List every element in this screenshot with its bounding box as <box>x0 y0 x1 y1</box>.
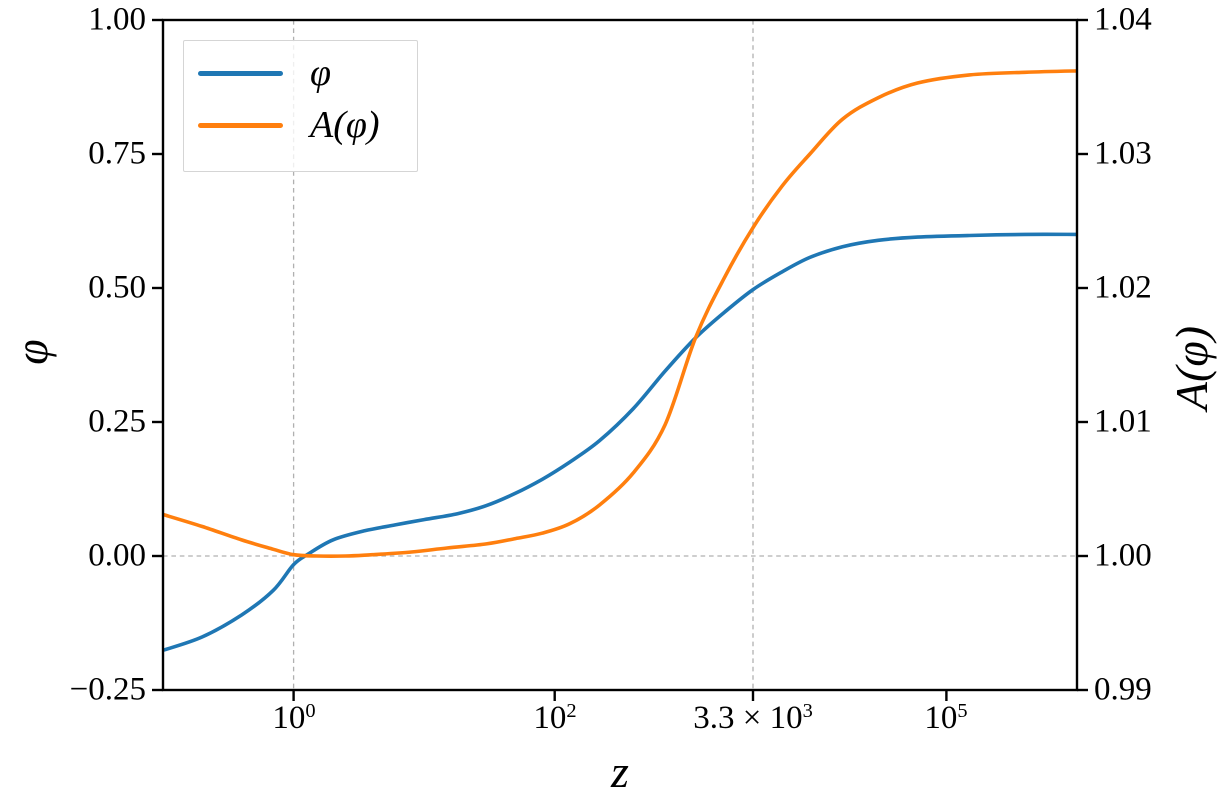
legend-line-A-sample <box>198 122 283 128</box>
y-tick-label-left: −0.25 <box>69 671 146 708</box>
x-tick-label: 3.3 × 103 <box>693 699 813 736</box>
y-axis-label-right: A(φ) <box>1166 325 1217 411</box>
y-tick-label-left: 1.00 <box>88 1 146 38</box>
legend-line-phi-sample <box>198 70 283 76</box>
y-tick-label-left: 0.25 <box>88 403 146 440</box>
x-tick-label: 100 <box>272 699 316 736</box>
curve-A-of-phi <box>163 69 1077 558</box>
y-tick-label-left: 0.00 <box>88 537 146 574</box>
curve-phi <box>163 232 1077 653</box>
y-tick-label-right: 0.99 <box>1094 671 1152 708</box>
legend-label-phi: φ <box>310 52 332 94</box>
x-tick-label: 102 <box>533 699 577 736</box>
legend: φ A(φ) <box>183 40 418 172</box>
legend-item-phi: φ <box>198 54 331 92</box>
y-axis-label-left: φ <box>6 339 57 365</box>
x-axis-label: z <box>611 746 629 797</box>
plot-spines <box>161 18 1079 692</box>
y-tick-label-right: 1.02 <box>1094 269 1152 306</box>
y-tick-label-left: 0.50 <box>88 269 146 306</box>
y-tick-label-right: 1.04 <box>1094 1 1152 38</box>
legend-item-A-of-phi: A(φ) <box>198 106 380 144</box>
y-tick-label-right: 1.03 <box>1094 135 1152 172</box>
y-tick-label-right: 1.01 <box>1094 403 1152 440</box>
x-tick-label: 105 <box>924 699 968 736</box>
y-tick-label-right: 1.00 <box>1094 537 1152 574</box>
legend-label-A-of-phi: A(φ) <box>310 104 380 146</box>
y-tick-label-left: 0.75 <box>88 135 146 172</box>
